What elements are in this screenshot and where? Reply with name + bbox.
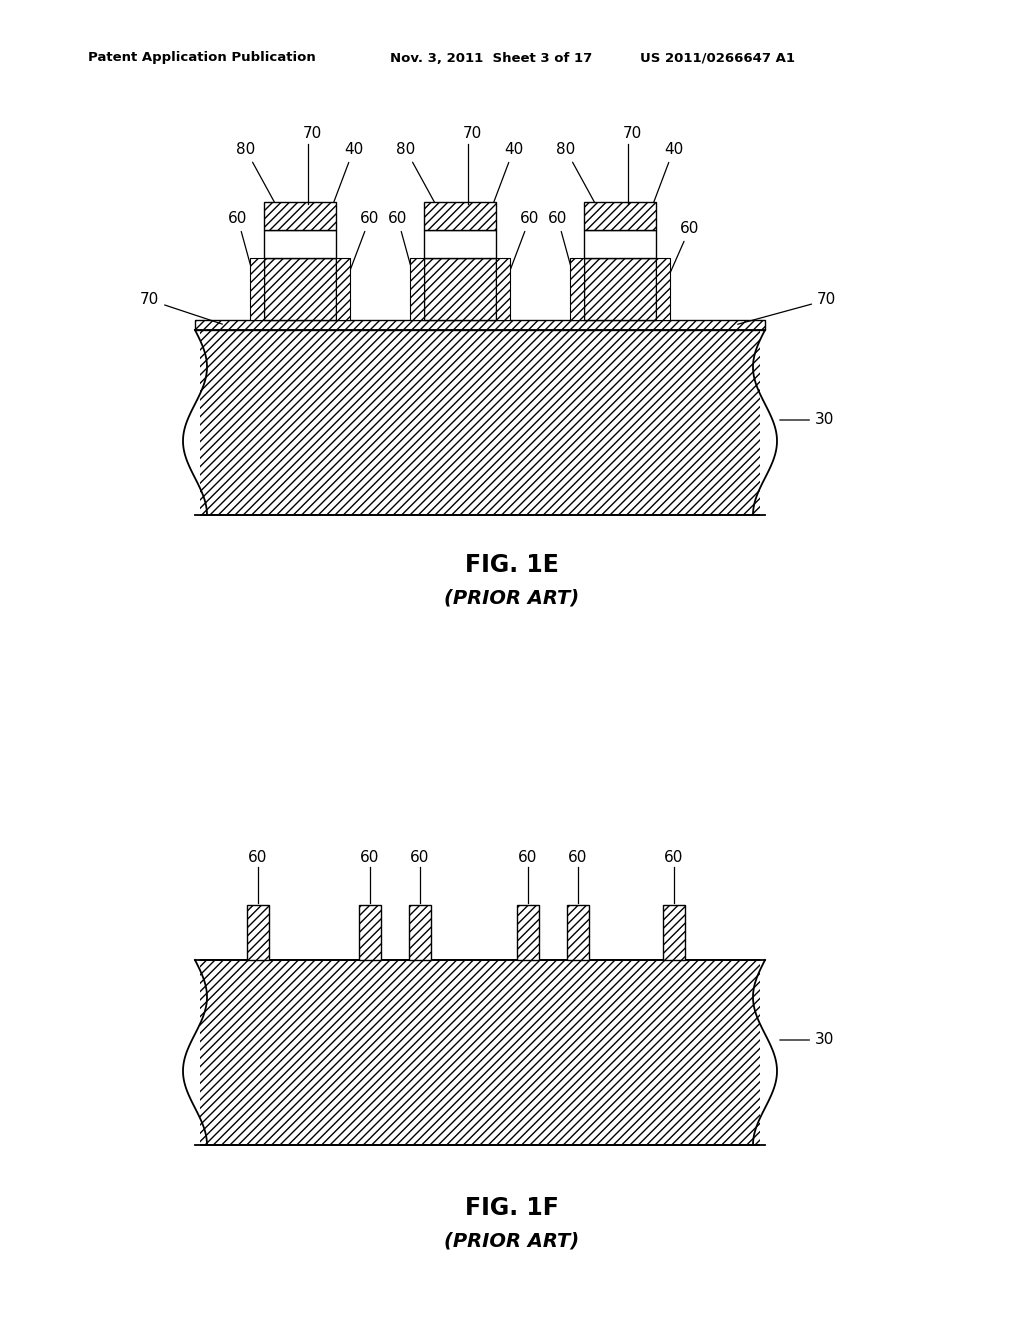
Bar [410, 257, 424, 319]
Text: 60: 60 [344, 211, 379, 286]
Text: 60: 60 [228, 211, 256, 286]
Bar [359, 906, 381, 960]
Text: 70: 70 [737, 293, 837, 325]
Text: FIG. 1E: FIG. 1E [465, 553, 559, 577]
Bar [517, 906, 539, 960]
Bar [584, 230, 656, 257]
Bar [584, 202, 656, 230]
Text: 70: 70 [302, 127, 322, 141]
Text: 60: 60 [665, 850, 684, 865]
Text: 80: 80 [556, 143, 601, 214]
Text: US 2011/0266647 A1: US 2011/0266647 A1 [640, 51, 795, 65]
Text: 60: 60 [665, 220, 699, 286]
Text: 30: 30 [779, 1032, 835, 1048]
Bar [180, 958, 200, 1147]
Text: 60: 60 [518, 850, 538, 865]
Text: 60: 60 [504, 211, 540, 286]
Text: (PRIOR ART): (PRIOR ART) [444, 1232, 580, 1250]
Bar [250, 257, 264, 319]
Bar [760, 327, 780, 517]
Bar [195, 960, 765, 1144]
Bar [424, 257, 496, 319]
Text: 40: 40 [319, 143, 364, 242]
Text: 60: 60 [548, 211, 577, 286]
Bar [424, 230, 496, 257]
Text: 60: 60 [248, 850, 267, 865]
Bar [247, 906, 269, 960]
Bar [570, 257, 584, 319]
Text: Patent Application Publication: Patent Application Publication [88, 51, 315, 65]
Text: Nov. 3, 2011  Sheet 3 of 17: Nov. 3, 2011 Sheet 3 of 17 [390, 51, 592, 65]
Bar [567, 906, 589, 960]
Bar [409, 906, 431, 960]
Text: 60: 60 [411, 850, 430, 865]
Bar [584, 257, 656, 319]
Text: 60: 60 [568, 850, 588, 865]
Bar [656, 257, 670, 319]
Text: 60: 60 [388, 211, 417, 286]
Text: 40: 40 [479, 143, 523, 242]
Bar [336, 257, 350, 319]
Text: 80: 80 [236, 143, 281, 214]
Bar [264, 202, 336, 230]
Bar [195, 330, 765, 515]
Bar [264, 230, 336, 257]
Bar [195, 319, 765, 330]
Bar [760, 958, 780, 1147]
Text: 70: 70 [463, 127, 481, 141]
Bar [264, 257, 336, 319]
Text: 60: 60 [360, 850, 380, 865]
Bar [496, 257, 510, 319]
Text: (PRIOR ART): (PRIOR ART) [444, 589, 580, 607]
Bar [180, 327, 200, 517]
Bar [424, 202, 496, 230]
Text: 70: 70 [140, 293, 222, 325]
Bar [663, 906, 685, 960]
Text: 70: 70 [623, 127, 642, 141]
Text: 30: 30 [779, 412, 835, 428]
Text: 80: 80 [396, 143, 440, 214]
Text: 40: 40 [639, 143, 683, 242]
Text: FIG. 1F: FIG. 1F [465, 1196, 559, 1220]
